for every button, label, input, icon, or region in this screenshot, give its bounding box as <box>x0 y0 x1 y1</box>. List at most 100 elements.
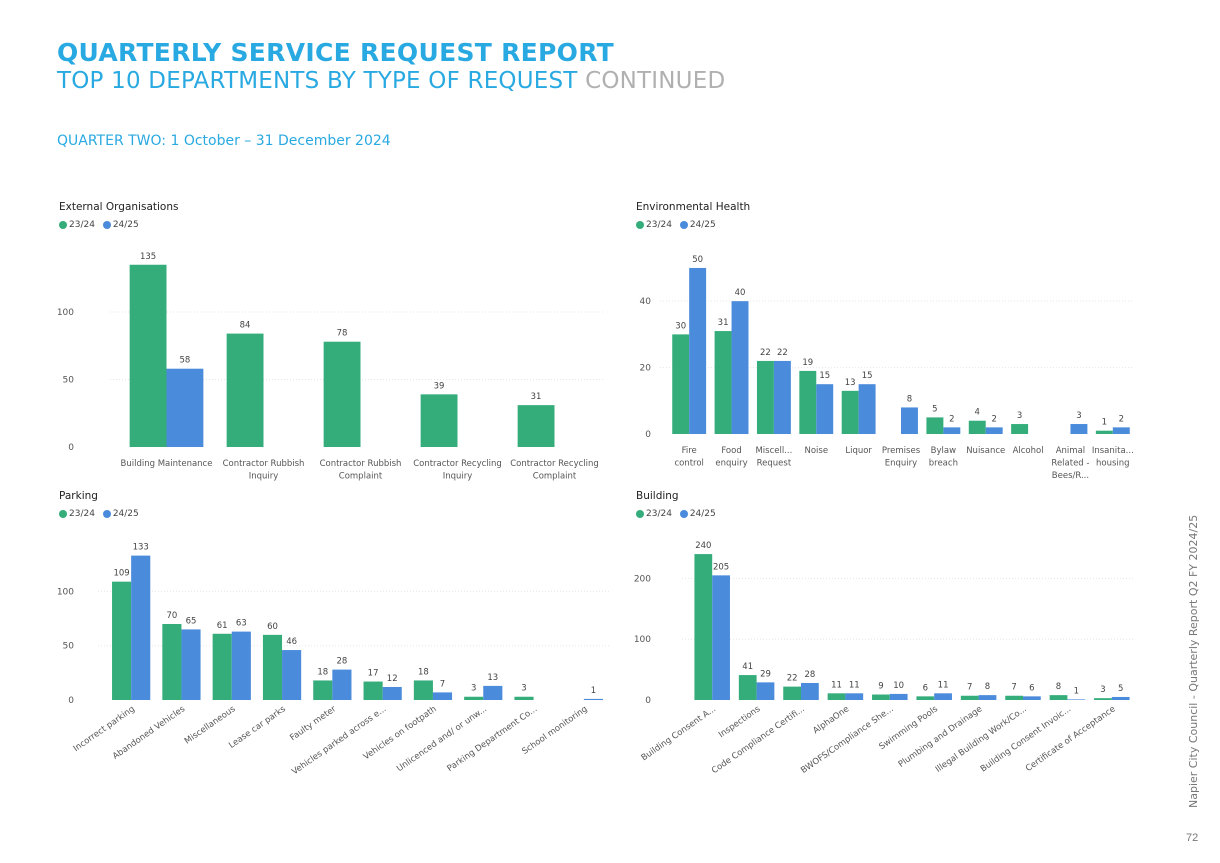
data-label-2425: 7 <box>440 679 445 689</box>
bar-2425 <box>181 629 201 700</box>
x-tick-label: control <box>674 459 703 469</box>
data-label-2324: 18 <box>317 667 328 677</box>
data-label-2324: 3 <box>471 684 476 694</box>
x-tick-label: Fire <box>682 446 697 456</box>
x-tick-label: Liquor <box>845 446 872 456</box>
report-subtitle: TOP 10 DEPARTMENTS BY TYPE OF REQUEST CO… <box>57 68 725 94</box>
x-tick-label: housing <box>1096 459 1130 469</box>
legend-dot-2425 <box>679 221 688 229</box>
legend-dot-2425 <box>102 221 111 229</box>
data-label-2425: 28 <box>804 670 815 680</box>
x-tick-label: Contractor Rubbish <box>320 459 402 469</box>
chart-title: Environmental Health <box>636 201 751 213</box>
x-tick-label: Inquiry <box>249 472 279 482</box>
page-number: 72 <box>1186 832 1199 844</box>
y-tick-label: 50 <box>63 376 75 386</box>
data-label-2425: 40 <box>735 288 746 298</box>
panel-environmental-health: Environmental Health 23/24 24/25 <box>636 201 1156 491</box>
data-label-2324: 18 <box>418 667 429 677</box>
data-label-2425: 2 <box>949 414 954 424</box>
data-label-2425: 46 <box>286 637 297 647</box>
bar-2425 <box>131 555 151 700</box>
x-tick-label: Contractor Recycling <box>510 459 599 469</box>
data-label-2425: 13 <box>487 673 498 683</box>
data-label-2324: 30 <box>675 321 686 331</box>
x-tick-label: enquiry <box>715 459 747 469</box>
legend-label-2425: 24/25 <box>112 509 139 519</box>
bar-2425 <box>483 685 503 700</box>
legend-dot-2324 <box>59 221 67 229</box>
data-label-2324: 70 <box>166 611 177 621</box>
bar-2324 <box>420 394 458 447</box>
x-tick-label: Miscell... <box>755 446 792 456</box>
panel-building: Building 23/24 24/25 <box>636 490 1156 790</box>
data-label-2324: 60 <box>267 622 278 632</box>
data-label-2425: 8 <box>907 394 912 404</box>
data-label-2425: 133 <box>133 543 149 553</box>
bar-2425 <box>282 650 302 700</box>
x-tick-label: Request <box>757 459 792 469</box>
legend-label-2324: 23/24 <box>646 220 672 230</box>
data-label-2324: 61 <box>217 621 228 631</box>
data-label-2425: 205 <box>713 562 729 572</box>
x-tick-label: Nuisance <box>966 446 1005 456</box>
bar-2425 <box>1023 696 1041 700</box>
y-tick-label: 100 <box>57 587 74 597</box>
x-tick-label: Animal <box>1056 446 1085 456</box>
data-label-2425: 65 <box>186 616 197 626</box>
report-title: QUARTERLY SERVICE REQUEST REPORT <box>57 38 614 67</box>
panel-parking: Parking 23/24 24/25 <box>59 490 619 790</box>
bar-2324 <box>916 696 935 700</box>
data-label-2324: 22 <box>760 348 771 358</box>
bar-2324 <box>1049 695 1068 700</box>
x-tick-label: Alcohol <box>1013 446 1044 456</box>
bar-2324 <box>464 696 484 700</box>
legend-label-2324: 23/24 <box>646 509 672 519</box>
data-label-2324: 240 <box>695 541 711 551</box>
bar-2425 <box>816 384 834 434</box>
bar-2324 <box>1011 424 1029 434</box>
data-label-2324: 3 <box>1100 685 1105 695</box>
data-label-2324: 39 <box>434 381 445 391</box>
chart-title: Parking <box>59 490 98 502</box>
bar-2324 <box>960 695 979 700</box>
x-tick-label: Building Maintenance <box>121 459 213 469</box>
data-label-2425: 2 <box>1119 414 1124 424</box>
data-label-2324: 1 <box>1102 418 1107 428</box>
y-tick-label: 20 <box>640 364 652 374</box>
bar-2425 <box>934 693 952 700</box>
chart-legend: 23/24 24/25 <box>59 220 144 231</box>
bar-2425 <box>773 360 791 434</box>
bar-2324 <box>129 264 167 447</box>
data-label-2324: 8 <box>1056 682 1061 692</box>
data-label-2324: 31 <box>718 318 729 328</box>
legend-dot-2324 <box>59 510 67 518</box>
x-tick-label: Complaint <box>533 472 577 482</box>
bar-2425 <box>978 695 997 700</box>
legend-dot-2324 <box>636 510 644 518</box>
panel-external-organisations: External Organisations 23/24 24/25 <box>59 201 619 491</box>
bar-2324 <box>514 696 534 700</box>
data-label-2324: 17 <box>368 669 379 679</box>
quarter-label: QUARTER TWO: 1 October – 31 December 202… <box>57 133 391 149</box>
data-label-2425: 12 <box>387 674 398 684</box>
chart-title: Building <box>636 490 679 502</box>
bar-2425 <box>1112 427 1130 434</box>
chart-legend: 23/24 24/25 <box>636 509 721 520</box>
bar-2425 <box>332 669 352 700</box>
y-tick-label: 100 <box>634 635 651 645</box>
bar-2324 <box>783 686 801 700</box>
data-label-2324: 78 <box>337 329 348 339</box>
x-tick-label: Contractor Recycling <box>413 459 502 469</box>
data-label-2324: 7 <box>967 683 972 693</box>
bar-2324 <box>872 694 890 700</box>
data-label-2425: 10 <box>893 681 904 691</box>
data-label-2425: 1 <box>1074 686 1079 696</box>
bar-2324 <box>714 331 732 434</box>
bar-2425 <box>858 384 876 434</box>
data-label-2324: 7 <box>1011 683 1016 693</box>
data-label-2425: 28 <box>336 657 347 667</box>
bar-2324 <box>517 405 555 447</box>
bar-2425 <box>756 682 775 700</box>
legend-label-2425: 24/25 <box>689 509 716 519</box>
